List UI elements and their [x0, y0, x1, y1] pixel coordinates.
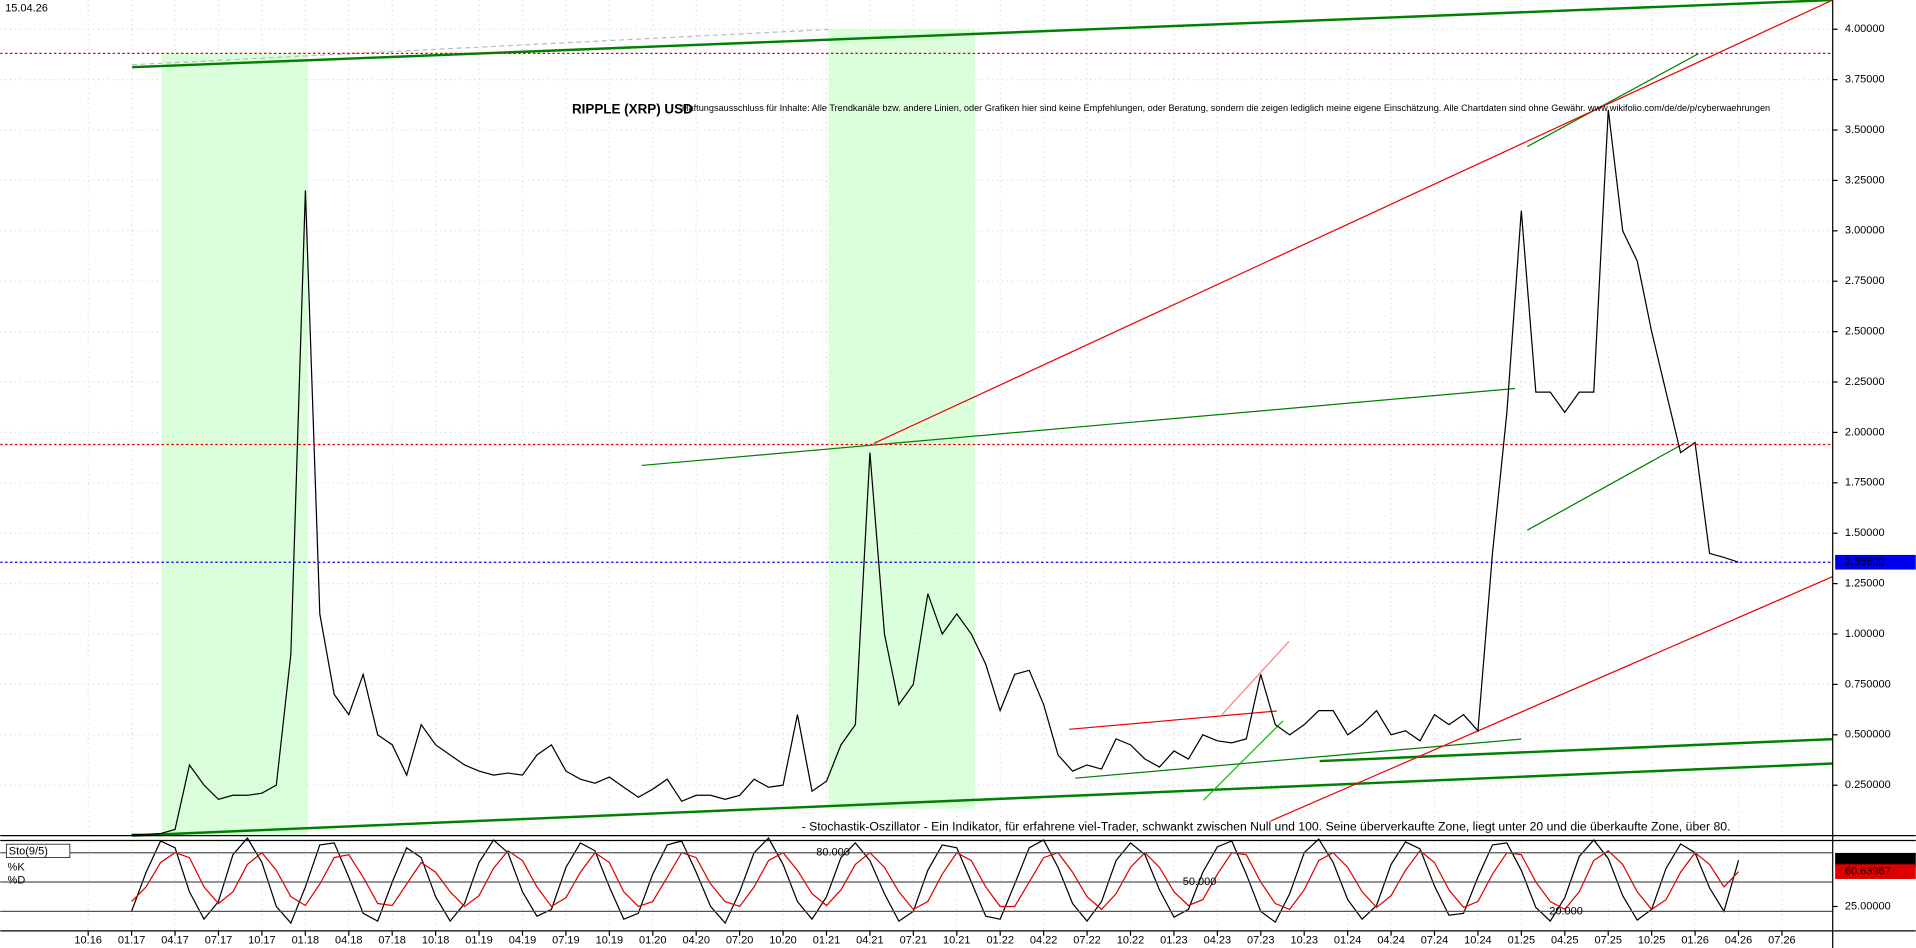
- x-tick-label: 04.22: [1030, 935, 1058, 947]
- y-tick-label: 0.750000: [1845, 678, 1891, 690]
- trendline: [1221, 640, 1290, 716]
- trendline: [1319, 737, 1833, 763]
- y-tick-label: 2.00000: [1845, 426, 1885, 438]
- y-tick-label: 1.00000: [1845, 628, 1885, 640]
- disclaimer: Haftungsausschluss für Inhalte: Alle Tre…: [682, 103, 1770, 113]
- y-tick-label: 2.25000: [1845, 376, 1885, 388]
- trendline: [1270, 576, 1833, 822]
- legend-entry: %K: [8, 861, 26, 873]
- x-tick-label: 01.22: [986, 935, 1014, 947]
- y-tick-label: 1.75000: [1845, 477, 1885, 489]
- x-tick-label: 10.22: [1117, 935, 1145, 947]
- x-tick-label: 01.19: [465, 935, 493, 947]
- last-value-box: [1835, 852, 1916, 868]
- highlight-zone: [828, 29, 976, 809]
- level-label: 20.000: [1549, 905, 1583, 917]
- trendline: [1069, 710, 1277, 730]
- x-tick-label: 07.17: [205, 935, 233, 947]
- x-tick-label: 01.24: [1334, 935, 1362, 947]
- y-tick-label: 4.00000: [1845, 23, 1885, 35]
- last-price-label: 1.35600: [1845, 556, 1885, 568]
- x-tick-label: 04.21: [856, 935, 884, 947]
- chart-title: RIPPLE (XRP) USD: [572, 101, 693, 116]
- y-tick-label: 1.50000: [1845, 527, 1885, 539]
- x-tick-label: 01.21: [813, 935, 841, 947]
- x-tick-label: 04.26: [1725, 935, 1752, 947]
- x-tick-label: 04.23: [1204, 935, 1232, 947]
- x-tick-label: 01.18: [292, 935, 320, 947]
- x-tick-label: 07.22: [1073, 935, 1101, 947]
- y-tick-label: 3.50000: [1845, 124, 1885, 136]
- price-line: [130, 837, 1740, 925]
- x-tick-label: 04.20: [682, 935, 710, 947]
- indicator-title-box: [5, 843, 71, 858]
- trendline: [641, 387, 1516, 467]
- x-tick-label: 01.17: [118, 935, 146, 947]
- x-tick-label: 10.17: [248, 935, 275, 947]
- y-tick-label: 1.25000: [1845, 578, 1885, 590]
- last-value-box: [1835, 864, 1916, 879]
- x-tick-label: 04.25: [1551, 935, 1579, 947]
- x-tick-label: 10.24: [1464, 935, 1491, 947]
- trendline: [1526, 441, 1687, 531]
- indicator-note: - Stochastik-Oszillator - Ein Indikator,…: [802, 819, 1731, 833]
- x-tick-label: 10.16: [74, 935, 102, 947]
- plot-layer: 4.00000 3.75000 3.50000 3.25000 3.00000 2.750…: [0, 23, 1916, 947]
- x-tick-label: 01.26: [1681, 935, 1708, 947]
- x-tick-label: 10.25: [1638, 935, 1665, 947]
- x-tick-label: 07.24: [1421, 935, 1448, 947]
- x-tick-label: 01.20: [639, 935, 667, 947]
- level-label: 80.000: [816, 847, 850, 859]
- y-tick-label: 2.50000: [1845, 326, 1885, 338]
- x-tick-label: 10.18: [422, 935, 450, 947]
- x-tick-label: 04.17: [161, 935, 189, 947]
- trendline: [873, 0, 1833, 445]
- level-label: 50.000: [1183, 876, 1217, 888]
- x-tick-label: 07.21: [900, 935, 928, 947]
- last-value-label: 72.30083: [1845, 854, 1891, 866]
- x-tick-label: 10.20: [769, 935, 797, 947]
- x-tick-label: 04.18: [335, 935, 363, 947]
- trendline: [1203, 720, 1284, 801]
- last-value-label: 60.63967: [1845, 866, 1891, 878]
- x-tick-label: 10.19: [596, 935, 624, 947]
- trendline: [132, 762, 1833, 837]
- price-line: [131, 849, 1739, 911]
- y-tick-label: 3.00000: [1845, 225, 1885, 237]
- x-tick-label: 07.26: [1768, 935, 1796, 947]
- x-tick-label: 07.19: [552, 935, 580, 947]
- y-tick-label: 3.75000: [1845, 74, 1885, 86]
- last-price-box: [1835, 554, 1916, 570]
- trendlines: [132, 0, 1833, 837]
- y-tick-label: 2.75000: [1845, 275, 1885, 287]
- x-tick-label: 04.24: [1377, 935, 1404, 947]
- x-tick-label: 07.25: [1594, 935, 1621, 947]
- trendline: [132, 0, 1833, 69]
- y-tick-label: 25.00000: [1845, 900, 1891, 912]
- trendline: [1075, 738, 1522, 779]
- x-tick-label: 07.23: [1247, 935, 1275, 947]
- x-tick-label: 01.23: [1160, 935, 1188, 947]
- x-tick-label: 10.21: [943, 935, 971, 947]
- y-tick-label: 0.500000: [1845, 729, 1891, 741]
- legend-entry: %D: [8, 875, 26, 887]
- x-tick-label: 04.19: [509, 935, 537, 947]
- x-tick-label: 10.23: [1290, 935, 1317, 947]
- x-tick-label: 07.18: [378, 935, 406, 947]
- x-tick-label: 07.20: [726, 935, 754, 947]
- date-label: 15.04.26: [5, 2, 48, 14]
- trendline: [132, 28, 831, 66]
- indicator-title: Sto(9/5): [9, 845, 48, 857]
- y-tick-label: 0.250000: [1845, 779, 1891, 791]
- y-tick-label: 3.25000: [1845, 174, 1885, 186]
- trendline: [1526, 53, 1699, 148]
- x-tick-label: 01.25: [1508, 935, 1535, 947]
- price-line: [131, 109, 1739, 835]
